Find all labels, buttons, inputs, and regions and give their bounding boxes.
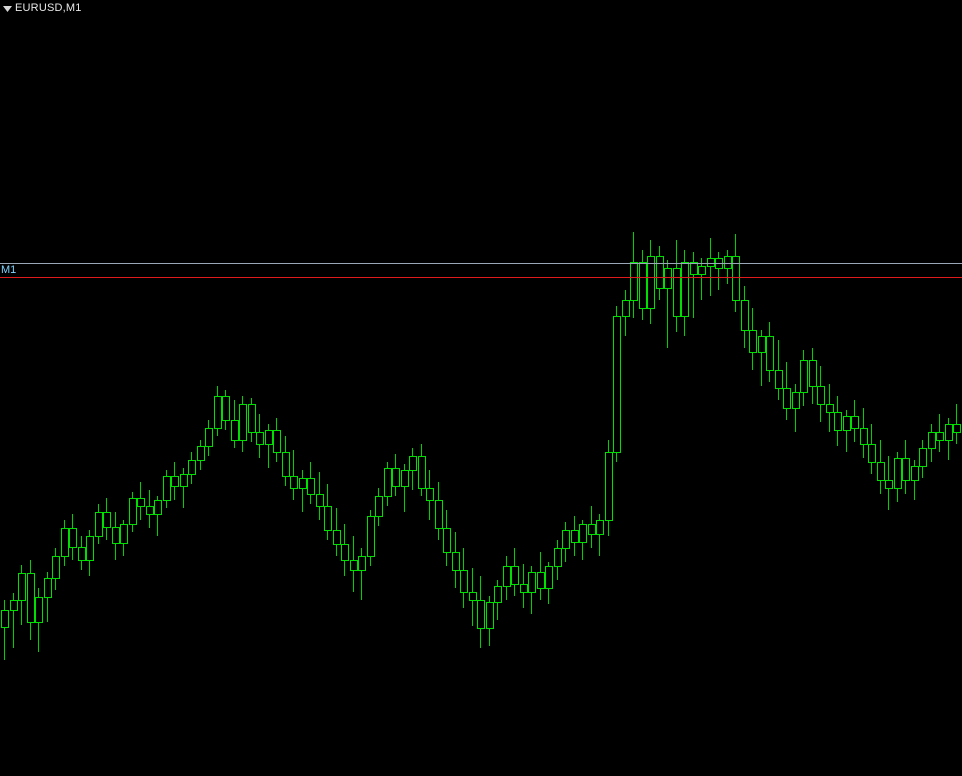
chart-plot-area[interactable]: [0, 17, 962, 776]
chart-title: EURUSD,M1: [15, 2, 82, 14]
chevron-down-icon[interactable]: [0, 0, 14, 17]
timeframe-label: M1: [1, 264, 17, 276]
chart-titlebar: EURUSD,M1: [0, 0, 962, 18]
candlestick-series: [1, 232, 961, 660]
